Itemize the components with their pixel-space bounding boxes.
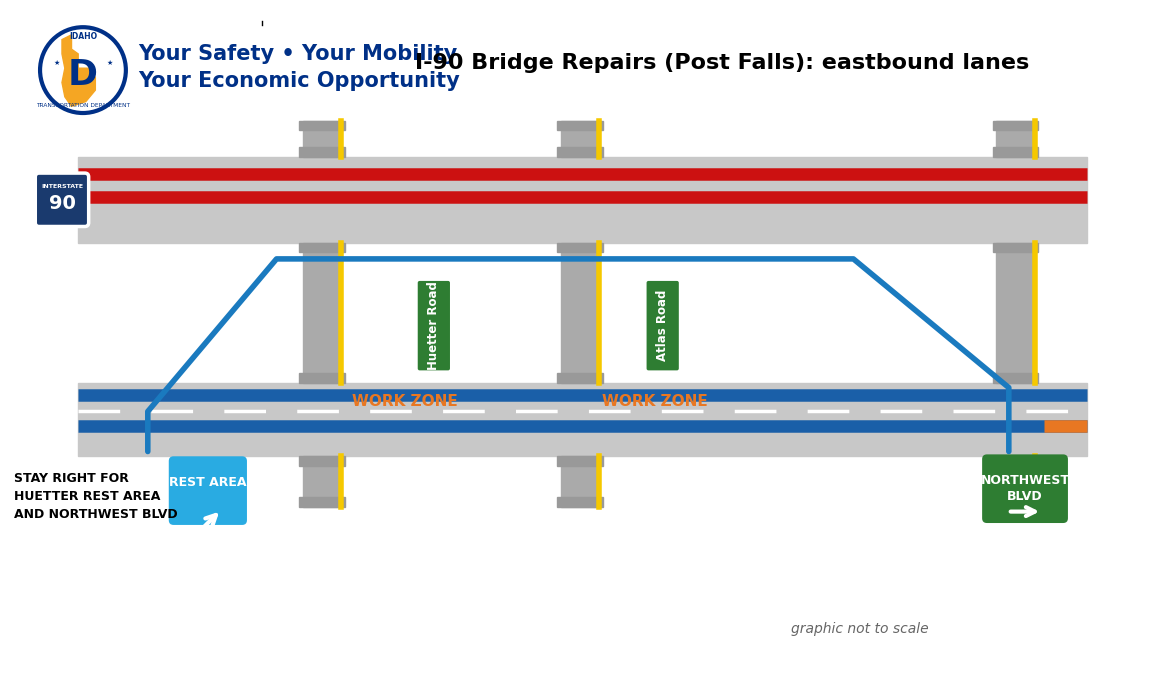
Bar xyxy=(556,147,603,157)
Text: WORK ZONE: WORK ZONE xyxy=(352,395,458,410)
Text: Atlas Road: Atlas Road xyxy=(656,290,669,361)
Bar xyxy=(992,121,1038,130)
Bar xyxy=(561,243,599,383)
Bar xyxy=(556,456,603,466)
Text: WORK ZONE: WORK ZONE xyxy=(603,395,708,410)
Bar xyxy=(556,374,603,383)
Text: I-90 Bridge Repairs (Post Falls): eastbound lanes: I-90 Bridge Repairs (Post Falls): eastbo… xyxy=(415,54,1029,73)
Text: ★: ★ xyxy=(53,60,59,66)
Bar xyxy=(299,456,345,466)
Bar xyxy=(561,456,599,507)
Bar xyxy=(299,497,345,507)
Bar xyxy=(304,456,342,507)
Bar xyxy=(78,383,1087,456)
Text: NORTHWEST
BLVD: NORTHWEST BLVD xyxy=(981,474,1070,503)
Bar xyxy=(304,121,342,157)
FancyBboxPatch shape xyxy=(35,173,89,226)
Bar xyxy=(997,456,1035,507)
Bar xyxy=(997,121,1035,157)
Bar xyxy=(299,374,345,383)
Text: D: D xyxy=(68,58,99,92)
Text: 90: 90 xyxy=(49,194,75,213)
Bar xyxy=(992,497,1038,507)
Text: TRANSPORTATION DEPARTMENT: TRANSPORTATION DEPARTMENT xyxy=(36,103,130,108)
FancyBboxPatch shape xyxy=(417,280,451,372)
Text: ★: ★ xyxy=(107,60,112,66)
Bar xyxy=(304,243,342,383)
Bar xyxy=(556,121,603,130)
Text: REST AREA: REST AREA xyxy=(169,477,247,490)
Bar xyxy=(78,157,1087,243)
Text: INTERSTATE: INTERSTATE xyxy=(41,184,83,189)
FancyBboxPatch shape xyxy=(169,456,247,525)
Bar xyxy=(992,374,1038,383)
Bar xyxy=(556,243,603,252)
Bar xyxy=(992,456,1038,466)
Bar xyxy=(561,121,599,157)
FancyBboxPatch shape xyxy=(982,454,1067,523)
Text: Your Safety • Your Mobility: Your Safety • Your Mobility xyxy=(138,44,458,64)
Text: STAY RIGHT FOR
HUETTER REST AREA
AND NORTHWEST BLVD: STAY RIGHT FOR HUETTER REST AREA AND NOR… xyxy=(14,471,178,521)
Text: IDAHO: IDAHO xyxy=(68,33,97,41)
Text: Your Economic Opportunity: Your Economic Opportunity xyxy=(138,71,460,91)
Polygon shape xyxy=(61,35,95,106)
FancyBboxPatch shape xyxy=(646,280,680,372)
Bar xyxy=(299,243,345,252)
Bar xyxy=(992,243,1038,252)
Bar xyxy=(992,147,1038,157)
Bar xyxy=(299,121,345,130)
Bar xyxy=(997,243,1035,383)
Text: graphic not to scale: graphic not to scale xyxy=(792,622,930,635)
Bar xyxy=(556,497,603,507)
Bar xyxy=(299,147,345,157)
Text: Huetter Road: Huetter Road xyxy=(428,281,440,370)
